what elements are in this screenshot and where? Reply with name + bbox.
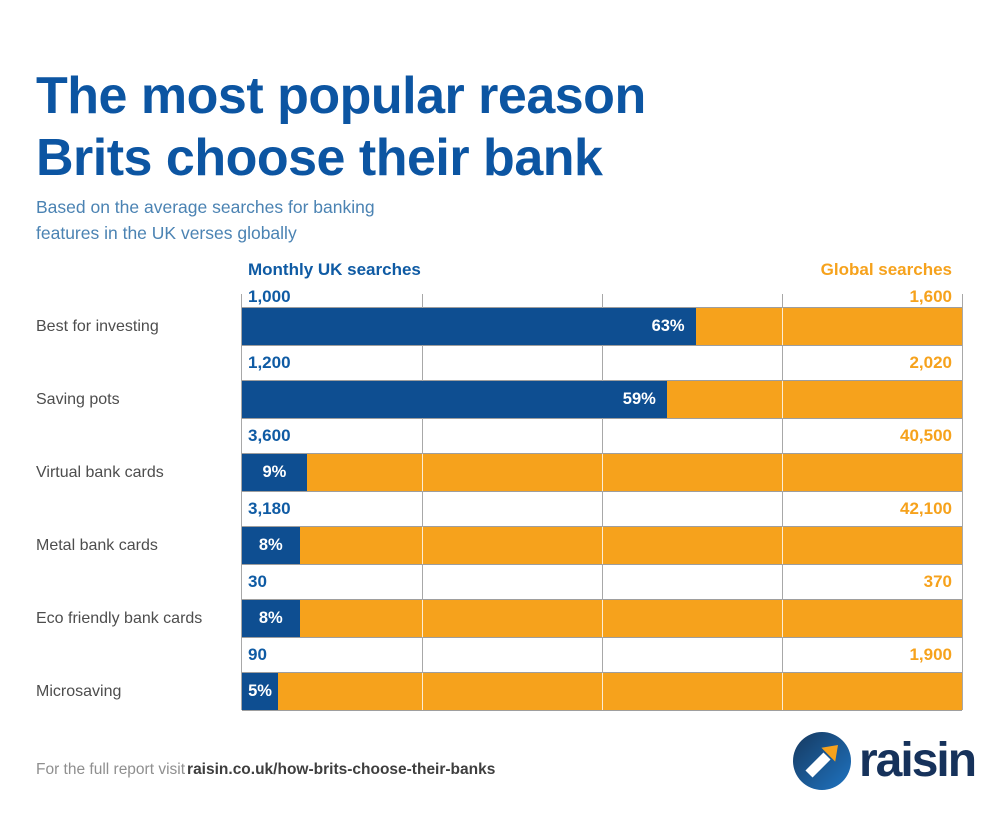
- gridline-over-bar: [602, 527, 603, 564]
- global-value: 2,020: [909, 353, 952, 372]
- uk-bar-segment: 8%: [242, 527, 300, 564]
- page-title: The most popular reason Brits choose the…: [36, 65, 646, 189]
- bar-row: Microsaving 5%: [36, 673, 962, 710]
- category-label: Metal bank cards: [36, 537, 158, 554]
- chart-legend: Monthly UK searches Global searches: [242, 260, 962, 285]
- gridline-over-bar: [602, 673, 603, 710]
- gridline: [782, 294, 783, 710]
- uk-bar-segment: 8%: [242, 600, 300, 637]
- uk-bar-segment: 5%: [242, 673, 278, 710]
- global-bar-segment: [306, 454, 962, 491]
- global-value: 1,900: [909, 645, 952, 664]
- bar-row: Virtual bank cards 9%: [36, 454, 962, 491]
- raisin-wordmark: raisin: [859, 734, 977, 787]
- category-label: Best for investing: [36, 318, 159, 335]
- gridline-over-bar: [602, 454, 603, 491]
- category-label: Virtual bank cards: [36, 464, 164, 481]
- search-comparison-chart: Monthly UK searches Global searches 1,00…: [36, 260, 963, 711]
- gridline-over-bar: [422, 454, 423, 491]
- global-bar-segment: [666, 381, 962, 418]
- category-label: Eco friendly bank cards: [36, 610, 203, 627]
- arrow-shaft: [805, 752, 831, 778]
- gridline-over-bar: [782, 308, 783, 345]
- bar-row: Metal bank cards 8%: [36, 527, 962, 564]
- global-series-label: Global searches: [820, 260, 952, 279]
- page-title-line2: Brits choose their bank: [36, 128, 603, 187]
- footer-text: For the full report visit: [36, 761, 186, 778]
- uk-value: 30: [248, 572, 267, 591]
- bar-row: Saving pots 59%: [36, 381, 962, 418]
- category-label: Saving pots: [36, 391, 120, 408]
- bar-row: Best for investing 63%: [36, 308, 962, 345]
- global-bar-segment: [299, 527, 962, 564]
- footer-url: raisin.co.uk/how-brits-choose-their-bank…: [187, 761, 496, 778]
- gridline: [962, 294, 963, 710]
- gridline-over-bar: [422, 527, 423, 564]
- footer: For the full report visit raisin.co.uk/ho…: [36, 761, 495, 779]
- gridline: [422, 294, 423, 710]
- gridline-over-bar: [782, 381, 783, 418]
- uk-value: 3,600: [248, 426, 291, 445]
- uk-bar-segment: 9%: [242, 454, 307, 491]
- gridline-over-bar: [422, 600, 423, 637]
- uk-pct-label: 8%: [258, 536, 283, 554]
- uk-pct-label: 63%: [651, 317, 685, 335]
- global-bar-segment: [299, 600, 962, 637]
- global-value: 40,500: [900, 426, 952, 445]
- global-value: 1,600: [909, 287, 952, 306]
- plot-area: Best for investing 63% 1,200 2,020 Savin…: [36, 294, 963, 711]
- uk-value: 1,000: [248, 287, 291, 306]
- global-bar-segment: [278, 673, 962, 710]
- gridline-over-bar: [782, 673, 783, 710]
- gridline-over-bar: [782, 454, 783, 491]
- uk-pct-label: 9%: [262, 463, 287, 481]
- raisin-logo-icon: [793, 732, 851, 790]
- uk-bar-segment: 59%: [242, 381, 667, 418]
- gridline: [241, 294, 242, 710]
- page-title-line1: The most popular reason: [36, 66, 646, 125]
- gridline-over-bar: [602, 600, 603, 637]
- gridline-over-bar: [422, 673, 423, 710]
- uk-value: 3,180: [248, 499, 291, 518]
- gridline-over-bar: [782, 600, 783, 637]
- value-band: 1,000 1,600: [242, 285, 962, 307]
- subtitle-line1: Based on the average searches for bankin…: [36, 196, 375, 217]
- uk-series-label: Monthly UK searches: [248, 260, 421, 279]
- bar-row: Eco friendly bank cards 8%: [36, 600, 962, 637]
- global-bar-segment: [695, 308, 962, 345]
- uk-value: 90: [248, 645, 267, 664]
- uk-value: 1,200: [248, 353, 291, 372]
- global-value: 42,100: [900, 499, 952, 518]
- raisin-logo: raisin: [793, 731, 977, 791]
- subtitle: Based on the average searches for bankin…: [36, 194, 375, 246]
- uk-bar-segment: 63%: [242, 308, 696, 345]
- uk-pct-label: 59%: [622, 390, 656, 408]
- global-value: 370: [923, 572, 952, 591]
- category-label: Microsaving: [36, 683, 122, 700]
- gridline: [602, 294, 603, 710]
- subtitle-line2: features in the UK verses globally: [36, 222, 297, 243]
- uk-pct-label: 8%: [258, 609, 283, 627]
- gridline-over-bar: [782, 527, 783, 564]
- arrow-head-icon: [821, 745, 838, 762]
- uk-pct-label: 5%: [248, 682, 272, 700]
- chart-header: Monthly UK searches Global searches 1,00…: [242, 260, 962, 308]
